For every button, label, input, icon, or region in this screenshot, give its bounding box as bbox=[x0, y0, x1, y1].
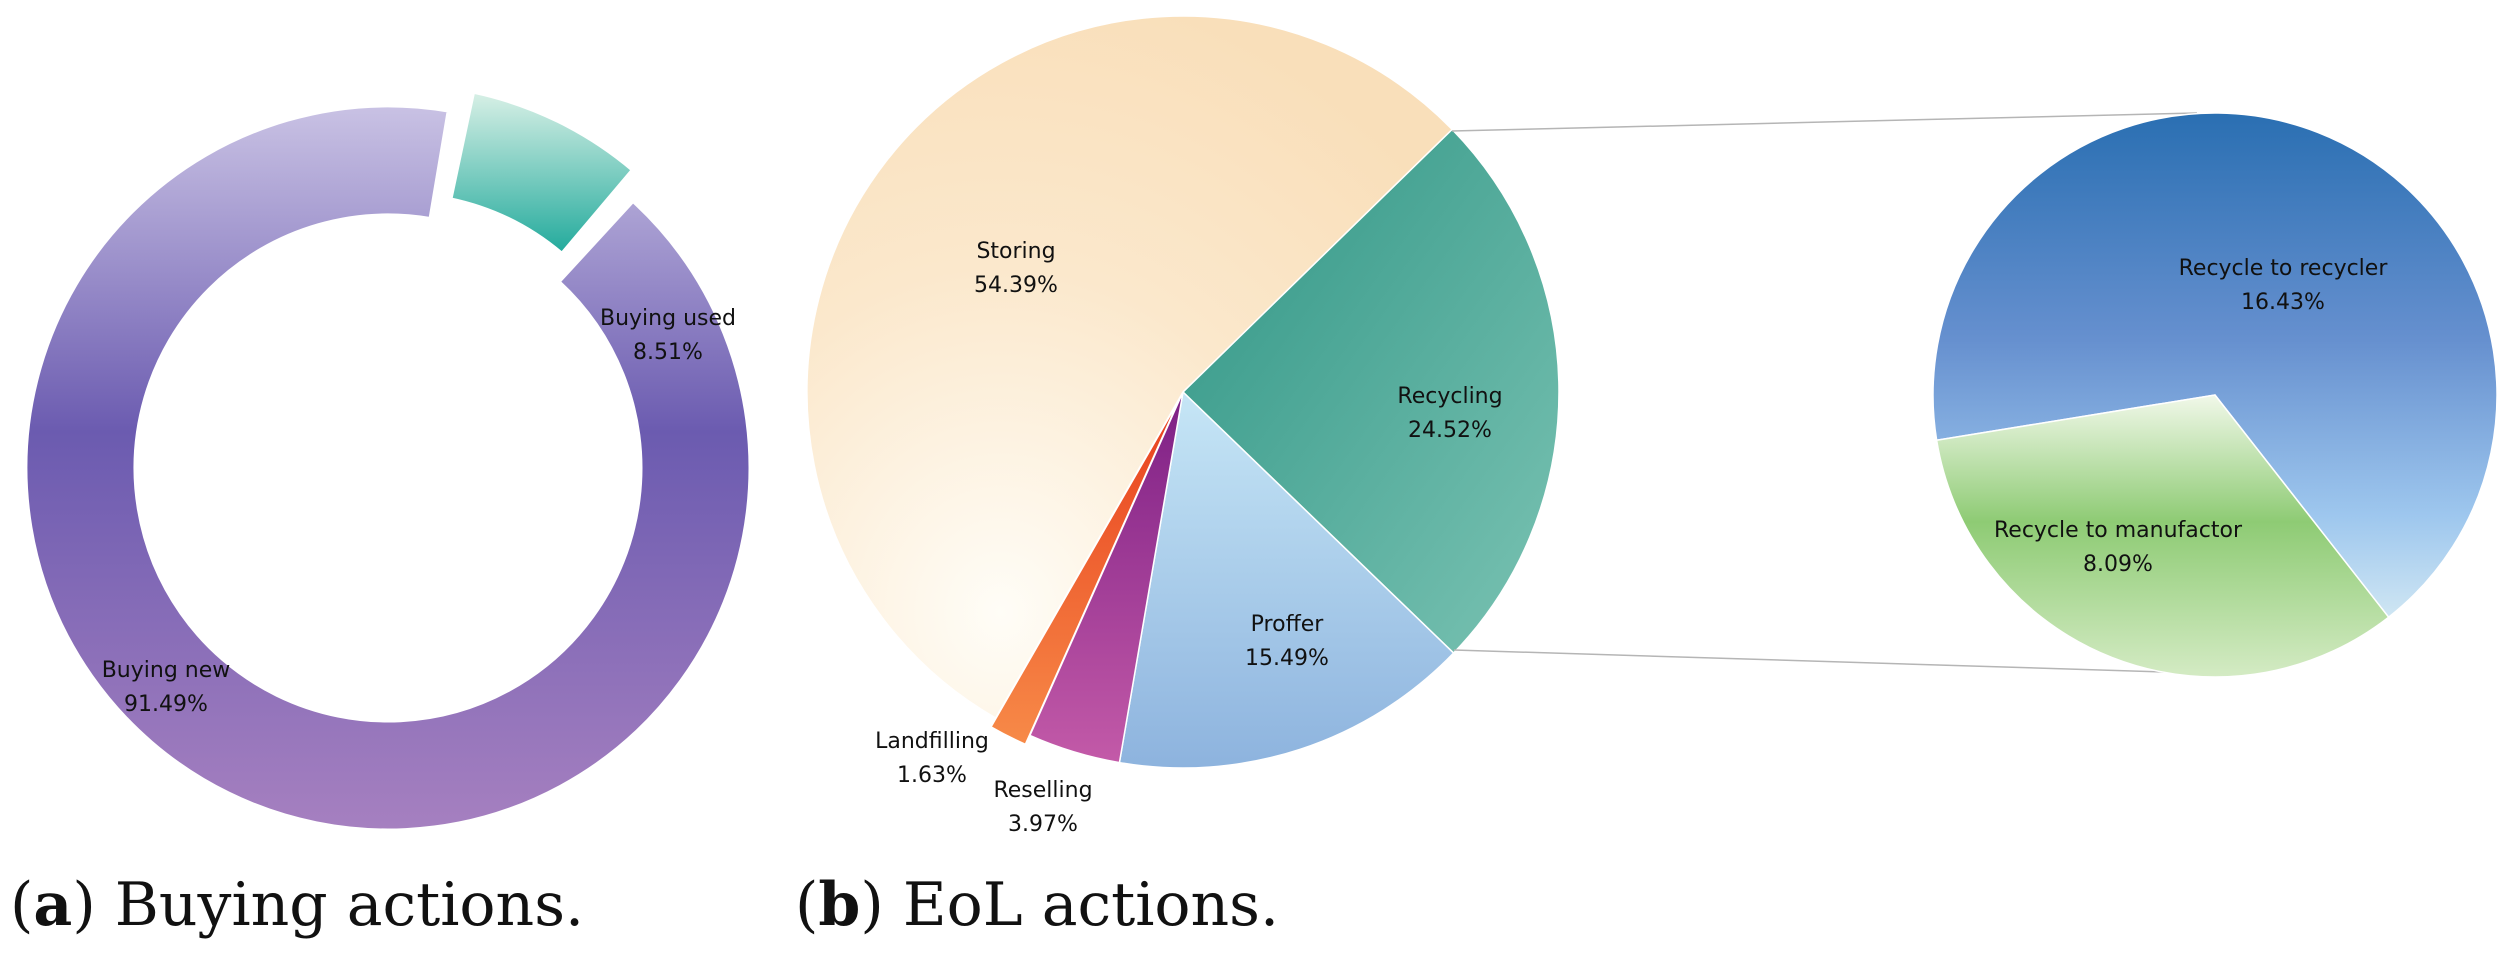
slice-buying-used-label: Buying used 8.51% bbox=[600, 306, 736, 365]
slice-reselling-name: Reselling bbox=[993, 778, 1092, 803]
slice-buying-new-value: 91.49% bbox=[124, 692, 208, 717]
slice-recycle-to-manufactor-name: Recycle to manufactor bbox=[1994, 518, 2243, 543]
slice-landfilling-name: Landfilling bbox=[875, 729, 989, 754]
slice-landfilling-label: Landfilling 1.63% bbox=[875, 729, 989, 788]
doughnut-chart-buying: Buying used 8.51% Buying new 91.49% bbox=[24, 90, 752, 832]
slice-proffer-name: Proffer bbox=[1251, 612, 1325, 637]
slice-buying-new-name: Buying new bbox=[102, 658, 231, 683]
slice-storing-label: Storing 54.39% bbox=[974, 239, 1058, 298]
slice-reselling-value: 3.97% bbox=[1008, 812, 1078, 837]
slice-storing-name: Storing bbox=[976, 239, 1055, 264]
slice-recycling-value: 24.52% bbox=[1408, 418, 1492, 443]
slice-recycle-to-recycler-name: Recycle to recycler bbox=[2179, 256, 2389, 281]
slice-proffer-value: 15.49% bbox=[1245, 646, 1329, 671]
slice-buying-used-name: Buying used bbox=[600, 306, 736, 331]
slice-landfilling bbox=[990, 400, 1180, 746]
caption-eol-actions: (b) EoL actions. bbox=[795, 870, 1280, 940]
slice-recycle-to-manufactor-value: 8.09% bbox=[2083, 552, 2153, 577]
slice-buying-used bbox=[449, 90, 635, 256]
slice-recycle-to-manufactor-label: Recycle to manufactor 8.09% bbox=[1994, 518, 2243, 577]
slice-proffer-label: Proffer 15.49% bbox=[1245, 612, 1329, 671]
slice-buying-new-label: Buying new 91.49% bbox=[102, 658, 231, 717]
pie-chart-recycling-breakdown: Recycle to recycler 16.43% Recycle to manu… bbox=[1451, 112, 2498, 678]
slice-recycle-to-recycler-label: Recycle to recycler 16.43% bbox=[2179, 256, 2389, 315]
connector-line-top bbox=[1451, 112, 2198, 132]
caption-buying-actions: (a) Buying actions. bbox=[10, 870, 585, 940]
slice-reselling-label: Reselling 3.97% bbox=[993, 778, 1092, 837]
slice-recycle-to-manufactor bbox=[1935, 394, 2390, 678]
slice-buying-new bbox=[24, 104, 752, 832]
slice-storing-value: 54.39% bbox=[974, 273, 1058, 298]
slice-recycling-label: Recycling 24.52% bbox=[1397, 384, 1502, 443]
slice-proffer bbox=[1118, 390, 1455, 769]
slice-recycling-name: Recycling bbox=[1397, 384, 1502, 409]
slice-recycling bbox=[1181, 128, 1560, 655]
slice-recycle-to-recycler-value: 16.43% bbox=[2241, 290, 2325, 315]
slice-landfilling-value: 1.63% bbox=[897, 763, 967, 788]
pie-chart-eol: Storing 54.39% Recycling 24.52% Proffer 15.49… bbox=[806, 15, 1560, 837]
slice-storing bbox=[806, 15, 1454, 719]
connector-line-bottom bbox=[1453, 649, 2198, 674]
slice-recycle-to-recycler bbox=[1932, 112, 2498, 619]
slice-buying-used-value: 8.51% bbox=[633, 340, 703, 365]
